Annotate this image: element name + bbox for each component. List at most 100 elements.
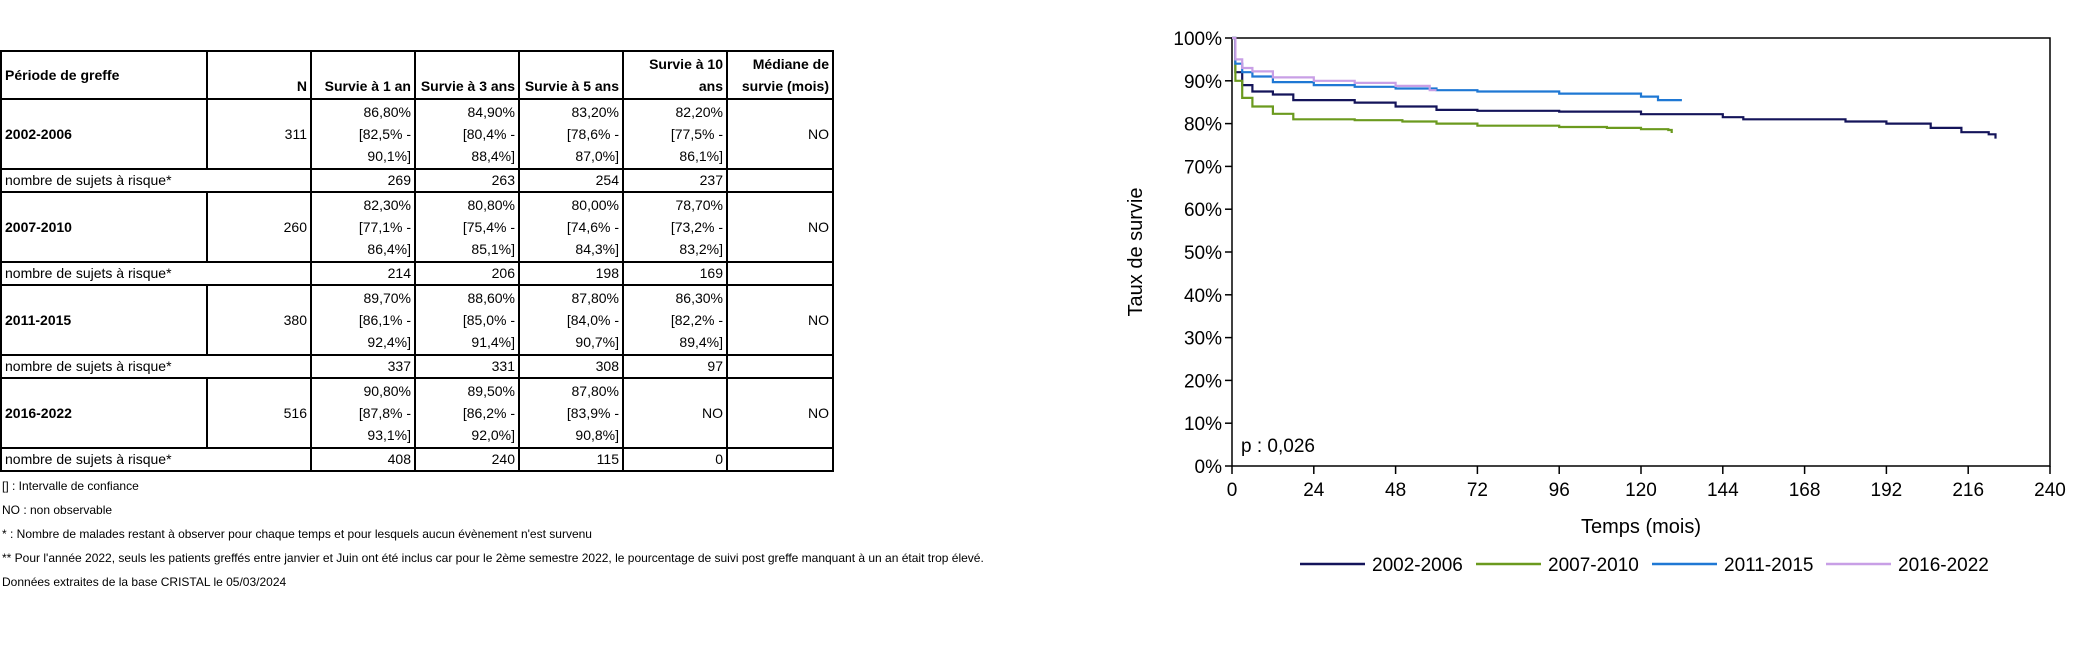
survival-cell-line: 80,80% [467, 197, 515, 213]
header-n: N [206, 50, 312, 100]
series-line-2016-2022 [1232, 36, 1437, 92]
empty-cell [726, 447, 834, 472]
survival-cell-line: NO [808, 312, 829, 328]
survival-cell-line: 86,30% [675, 290, 723, 306]
series-line-2007-2010 [1232, 36, 1673, 133]
survival-cell: 82,20% [77,5% - 86,1%] [622, 98, 728, 170]
survival-cell-line: [78,6% - [566, 126, 619, 142]
survival-cell-line: 83,20% [571, 104, 619, 120]
survival-cell-line: [85,0% - [462, 312, 515, 328]
survival-cell-line: 85,1%] [471, 241, 515, 257]
risk-count-cell: 331 [414, 354, 520, 379]
x-axis-label: Temps (mois) [1581, 516, 1701, 538]
risk-count-cell: 198 [518, 261, 624, 286]
y-tick-label: 100% [1173, 29, 1222, 50]
y-tick-label: 50% [1184, 243, 1222, 264]
survival-cell-line: [86,2% - [462, 405, 515, 421]
footnote-source: Données extraites de la base CRISTAL le … [2, 575, 287, 589]
survival-cell-line: 90,7%] [575, 334, 619, 350]
survival-cell: 88,60% [85,0% - 91,4%] [414, 284, 520, 356]
survival-cell: 78,70% [73,2% - 83,2%] [622, 191, 728, 263]
survival-cell-line: 92,0%] [471, 427, 515, 443]
risk-row: nombre de sujets à risque* 214 206 198 169 [0, 261, 834, 286]
risk-count-cell: 263 [414, 168, 520, 193]
survival-cell-line: 92,4%] [367, 334, 411, 350]
risk-count-cell: 115 [518, 447, 624, 472]
risk-row: nombre de sujets à risque* 408 240 115 0 [0, 447, 834, 472]
legend-label: 2011-2015 [1724, 555, 1813, 576]
risk-count-cell: 169 [622, 261, 728, 286]
survival-cell-line: [84,0% - [566, 312, 619, 328]
survival-cell-line: 90,8%] [575, 427, 619, 443]
survival-table: Période de greffe N Survie à 1 an Survie… [0, 50, 834, 472]
survival-cell-line: 84,3%] [575, 241, 619, 257]
header-survival-10y: Survie à 10 ans [622, 50, 728, 100]
y-tick-label: 10% [1184, 414, 1222, 435]
period-cell: 2016-2022 [0, 377, 208, 449]
footnote-no: NO : non observable [2, 503, 113, 517]
survival-cell-line: 82,30% [363, 197, 411, 213]
survival-cell: NO [726, 191, 834, 263]
risk-label: nombre de sujets à risque* [0, 261, 312, 286]
survival-cell: 80,80% [75,4% - 85,1%] [414, 191, 520, 263]
header-median-survival: Médiane de survie (mois) [726, 50, 834, 100]
risk-count-cell: 408 [310, 447, 416, 472]
footnote-ci: [] : Intervalle de confiance [2, 479, 139, 493]
survival-cell-line: [82,5% - [358, 126, 411, 142]
x-tick-label: 72 [1467, 480, 1488, 501]
survival-cell: 82,30% [77,1% - 86,4%] [310, 191, 416, 263]
empty-cell [726, 168, 834, 193]
legend-label: 2002-2006 [1372, 555, 1463, 576]
survival-cell: NO [622, 377, 728, 449]
x-tick-label: 96 [1549, 480, 1570, 501]
survival-cell: 80,00% [74,6% - 84,3%] [518, 191, 624, 263]
footnotes: [] : Intervalle de confiance NO : non ob… [2, 474, 984, 594]
header-survival-5y: Survie à 5 ans [518, 50, 624, 100]
survival-cell-line: NO [808, 126, 829, 142]
risk-label: nombre de sujets à risque* [0, 354, 312, 379]
footnote-2022: ** Pour l'année 2022, seuls les patients… [2, 551, 984, 565]
x-tick-label: 240 [2034, 480, 2066, 501]
survival-cell: 86,30% [82,2% - 89,4%] [622, 284, 728, 356]
survival-cell-line: 88,60% [467, 290, 515, 306]
footnote-risk: * : Nombre de malades restant à observer… [2, 527, 592, 541]
header-period: Période de greffe [0, 50, 208, 100]
survival-cell-line: 89,70% [363, 290, 411, 306]
y-tick-label: 70% [1184, 157, 1222, 178]
period-cell: 2007-2010 [0, 191, 208, 263]
risk-row: nombre de sujets à risque* 337 331 308 97 [0, 354, 834, 379]
survival-cell-line: NO [808, 405, 829, 421]
table-row: 2016-2022 516 90,80% [87,8% - 93,1%] 89,50% [8… [0, 377, 834, 449]
survival-cell-line: [74,6% - [566, 219, 619, 235]
y-tick-label: 80% [1184, 115, 1222, 136]
survival-cell: NO [726, 377, 834, 449]
risk-label: nombre de sujets à risque* [0, 168, 312, 193]
survival-cell-line: [77,5% - [670, 126, 723, 142]
survival-cell: 89,70% [86,1% - 92,4%] [310, 284, 416, 356]
legend-label: 2007-2010 [1548, 555, 1639, 576]
survival-cell-line: [77,1% - [358, 219, 411, 235]
survival-cell: 87,80% [84,0% - 90,7%] [518, 284, 624, 356]
y-tick-label: 0% [1195, 457, 1223, 478]
survival-cell: 89,50% [86,2% - 92,0%] [414, 377, 520, 449]
y-tick-label: 30% [1184, 329, 1222, 350]
x-tick-label: 144 [1707, 480, 1739, 501]
series-line-2011-2015 [1232, 36, 1682, 102]
x-tick-label: 120 [1625, 480, 1657, 501]
survival-cell-line: 86,80% [363, 104, 411, 120]
survival-cell-line: [73,2% - [670, 219, 723, 235]
survival-cell-line: [83,9% - [566, 405, 619, 421]
y-tick-label: 60% [1184, 200, 1222, 221]
x-tick-label: 24 [1303, 480, 1325, 501]
survival-cell-line: 82,20% [675, 104, 723, 120]
table-row: 2011-2015 380 89,70% [86,1% - 92,4%] 88,60% [8… [0, 284, 834, 356]
risk-label: nombre de sujets à risque* [0, 447, 312, 472]
survival-cell-line: 86,4%] [367, 241, 411, 257]
survival-cell: NO [726, 284, 834, 356]
header-survival-3y: Survie à 3 ans [414, 50, 520, 100]
n-cell: 516 [206, 377, 312, 449]
period-cell: 2011-2015 [0, 284, 208, 356]
period-cell: 2002-2006 [0, 98, 208, 170]
survival-cell-line: 78,70% [675, 197, 723, 213]
x-tick-label: 192 [1871, 480, 1903, 501]
